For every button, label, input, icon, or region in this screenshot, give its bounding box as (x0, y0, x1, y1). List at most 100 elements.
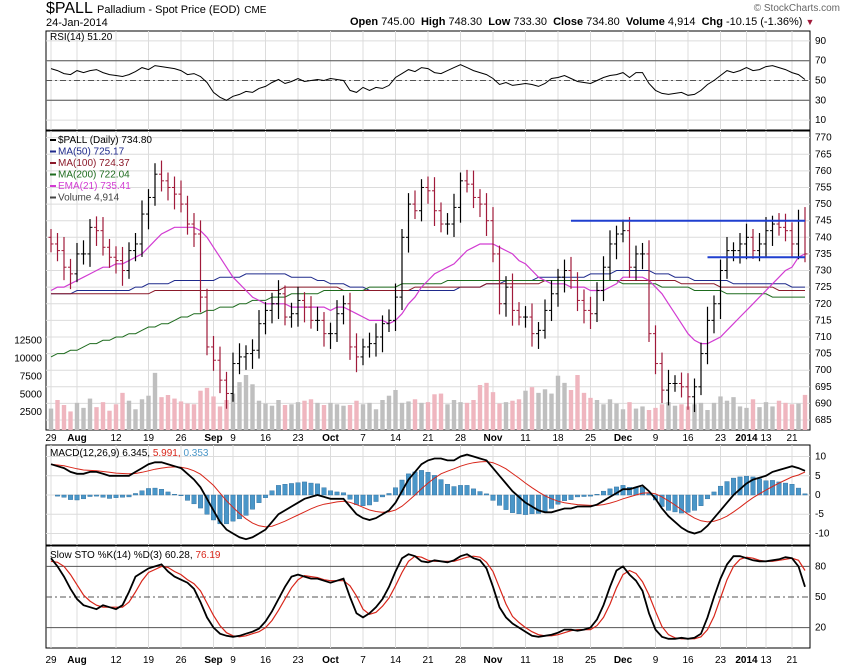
macd-histogram-bar (711, 491, 717, 496)
volume-bar (783, 402, 788, 430)
macd-histogram-bar (588, 494, 593, 497)
price-tick-label: 715 (815, 315, 832, 326)
x-tick-label: Aug (67, 655, 86, 666)
x-tick-label: 23 (715, 655, 727, 666)
ohlc-bar (334, 300, 340, 342)
volume-bar (100, 402, 106, 430)
volume-bar (705, 410, 710, 430)
ohlc-bar (282, 285, 288, 326)
high-label: High (420, 16, 446, 28)
ohlc-bar (347, 292, 353, 360)
chg-value: -10.15 (-1.36%) (726, 16, 803, 28)
x-tick-label: 29 (45, 655, 57, 666)
macd-histogram-bar (386, 493, 392, 496)
ohlc-bar (484, 193, 489, 236)
volume-bar (737, 406, 743, 430)
price-tick-label: 690 (815, 398, 832, 409)
ma50-line (51, 270, 805, 295)
ohlc-bar (139, 200, 145, 257)
volume-bar (146, 395, 151, 430)
x-tick-label: 19 (143, 433, 155, 444)
volume-bar (87, 398, 93, 430)
sto-k-legend-value: 60.28, (165, 550, 196, 561)
ohlc-bar (685, 373, 691, 410)
ohlc-bar (620, 219, 626, 243)
macd-histogram-bar (68, 494, 73, 500)
ohlc-bar (354, 333, 359, 373)
ohlc-bar (783, 213, 788, 242)
x-tick-label: 18 (552, 433, 564, 444)
ohlc-bar (490, 207, 496, 263)
volume-bar (646, 410, 652, 430)
ohlc-bar (237, 343, 242, 375)
macd-histogram-bar (380, 494, 385, 498)
macd-histogram-bar (178, 494, 184, 496)
macd-histogram-bar (113, 494, 119, 498)
macd-histogram-bar (237, 494, 242, 520)
ohlc-bar (159, 160, 164, 192)
x-tick-label: 16 (682, 433, 694, 444)
macd-histogram-bar (718, 485, 723, 496)
ohlc-bar (107, 238, 112, 268)
macd-histogram-bar (334, 491, 340, 496)
ohlc-bar (55, 232, 60, 262)
ohlc-bar (224, 371, 229, 409)
ohlc-bar (243, 345, 249, 370)
macd-histogram-bar (263, 494, 268, 498)
macd-histogram-bar (640, 487, 645, 496)
macd-tick-label: -10 (815, 528, 830, 539)
rsi-panel (46, 60, 810, 101)
volume-bar (438, 393, 444, 430)
volume-tick-label: 10000 (14, 354, 42, 365)
ohlc-bar (633, 245, 639, 281)
price-tick-label: 735 (815, 249, 832, 260)
volume-bar (354, 400, 359, 430)
macd-histogram-bar (146, 488, 151, 496)
x-tick-label: 14 (390, 433, 402, 444)
ohlc-bar (562, 259, 567, 293)
volume-bar (620, 409, 626, 430)
ohlc-bar (679, 372, 684, 398)
volume-bar (666, 402, 671, 430)
macd-histogram-bar (601, 490, 606, 496)
volume-bar (94, 407, 99, 430)
volume-bar (477, 385, 483, 430)
price-legend-entry: EMA(21) 735.41 (58, 181, 131, 192)
ohlc-bar (61, 236, 67, 281)
ohlc-bar (698, 342, 704, 396)
ohlc-bar (607, 230, 613, 281)
ohlc-bar (211, 335, 216, 371)
ohlc-bar (380, 315, 385, 353)
ohlc-bar (503, 276, 509, 317)
volume-bar (510, 400, 515, 430)
macd-histogram-bar (555, 494, 561, 505)
axis-labels: 29 29 Aug Aug 12 12 19 19 26 26 Sep Sep 9 9 16 16 23 23 Oc… (14, 36, 832, 666)
volume-bar (659, 404, 665, 430)
ohlc-bar (516, 302, 522, 326)
macd-histogram-bar (659, 494, 665, 507)
price-tick-label: 730 (815, 266, 832, 277)
volume-bar (315, 402, 320, 430)
x-tick-label: 12 (110, 433, 122, 444)
macd-histogram-bar (581, 494, 587, 497)
ohlc-bar (510, 273, 515, 326)
price-tick-label: 705 (815, 349, 832, 360)
macd-histogram-bar (549, 494, 554, 509)
price-tick-label: 755 (815, 182, 832, 193)
macd-histogram-bar (133, 493, 138, 496)
macd-histogram-bar (159, 489, 164, 496)
ohlc-bar (432, 177, 437, 227)
volume-bar (61, 405, 67, 430)
volume-bar (614, 403, 619, 430)
x-tick-label: 13 (760, 655, 772, 666)
volume-bar (230, 393, 236, 430)
volume-bar (243, 375, 249, 430)
ohlc-bar (666, 369, 671, 406)
x-tick-label: Sep (204, 433, 222, 444)
volume-tick-label: 7500 (20, 371, 43, 382)
x-tick-label: 29 (45, 433, 57, 444)
macd-histogram-bar (750, 476, 756, 496)
volume-bar (425, 402, 431, 430)
macd-histogram-bar (224, 494, 229, 525)
price-legend-entry: $PALL (Daily) 734.80 (58, 135, 152, 146)
